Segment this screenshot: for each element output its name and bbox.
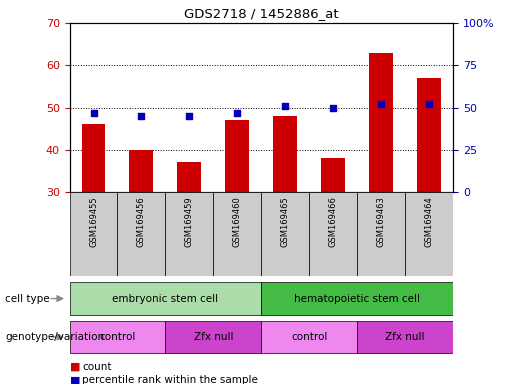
Text: cell type: cell type bbox=[5, 293, 50, 304]
Bar bbox=[310, 192, 357, 276]
Point bbox=[377, 101, 385, 107]
Point bbox=[329, 104, 337, 111]
Text: count: count bbox=[82, 362, 112, 372]
Bar bbox=[357, 321, 453, 353]
Point bbox=[138, 113, 146, 119]
Bar bbox=[261, 282, 453, 315]
Bar bbox=[117, 192, 165, 276]
Bar bbox=[417, 78, 441, 319]
Point bbox=[90, 109, 98, 116]
Bar bbox=[129, 150, 153, 319]
Text: ■: ■ bbox=[70, 375, 80, 384]
Bar bbox=[165, 192, 213, 276]
Text: GSM169464: GSM169464 bbox=[425, 196, 434, 247]
Point bbox=[233, 109, 242, 116]
Text: embryonic stem cell: embryonic stem cell bbox=[112, 293, 218, 304]
Bar bbox=[70, 282, 261, 315]
Bar bbox=[70, 321, 165, 353]
Title: GDS2718 / 1452886_at: GDS2718 / 1452886_at bbox=[184, 7, 339, 20]
Text: Zfx null: Zfx null bbox=[386, 332, 425, 342]
Bar bbox=[369, 53, 393, 319]
Text: control: control bbox=[291, 332, 328, 342]
Bar bbox=[70, 192, 117, 276]
Text: percentile rank within the sample: percentile rank within the sample bbox=[82, 375, 259, 384]
Point bbox=[281, 103, 289, 109]
Bar bbox=[213, 192, 261, 276]
Bar bbox=[81, 124, 106, 319]
Bar bbox=[321, 158, 345, 319]
Text: genotype/variation: genotype/variation bbox=[5, 332, 104, 342]
Bar bbox=[165, 321, 261, 353]
Text: GSM169465: GSM169465 bbox=[281, 196, 290, 247]
Bar bbox=[405, 192, 453, 276]
Text: ■: ■ bbox=[70, 362, 80, 372]
Text: Zfx null: Zfx null bbox=[194, 332, 233, 342]
Point bbox=[185, 113, 194, 119]
Text: GSM169466: GSM169466 bbox=[329, 196, 338, 247]
Text: control: control bbox=[99, 332, 135, 342]
Bar bbox=[178, 162, 201, 319]
Text: GSM169455: GSM169455 bbox=[89, 196, 98, 247]
Point bbox=[425, 101, 433, 107]
Bar bbox=[357, 192, 405, 276]
Bar bbox=[273, 116, 297, 319]
Bar bbox=[261, 192, 310, 276]
Text: GSM169460: GSM169460 bbox=[233, 196, 242, 247]
Text: hematopoietic stem cell: hematopoietic stem cell bbox=[294, 293, 420, 304]
Bar bbox=[226, 120, 249, 319]
Text: GSM169459: GSM169459 bbox=[185, 196, 194, 247]
Bar bbox=[261, 321, 357, 353]
Text: GSM169456: GSM169456 bbox=[137, 196, 146, 247]
Text: GSM169463: GSM169463 bbox=[377, 196, 386, 247]
